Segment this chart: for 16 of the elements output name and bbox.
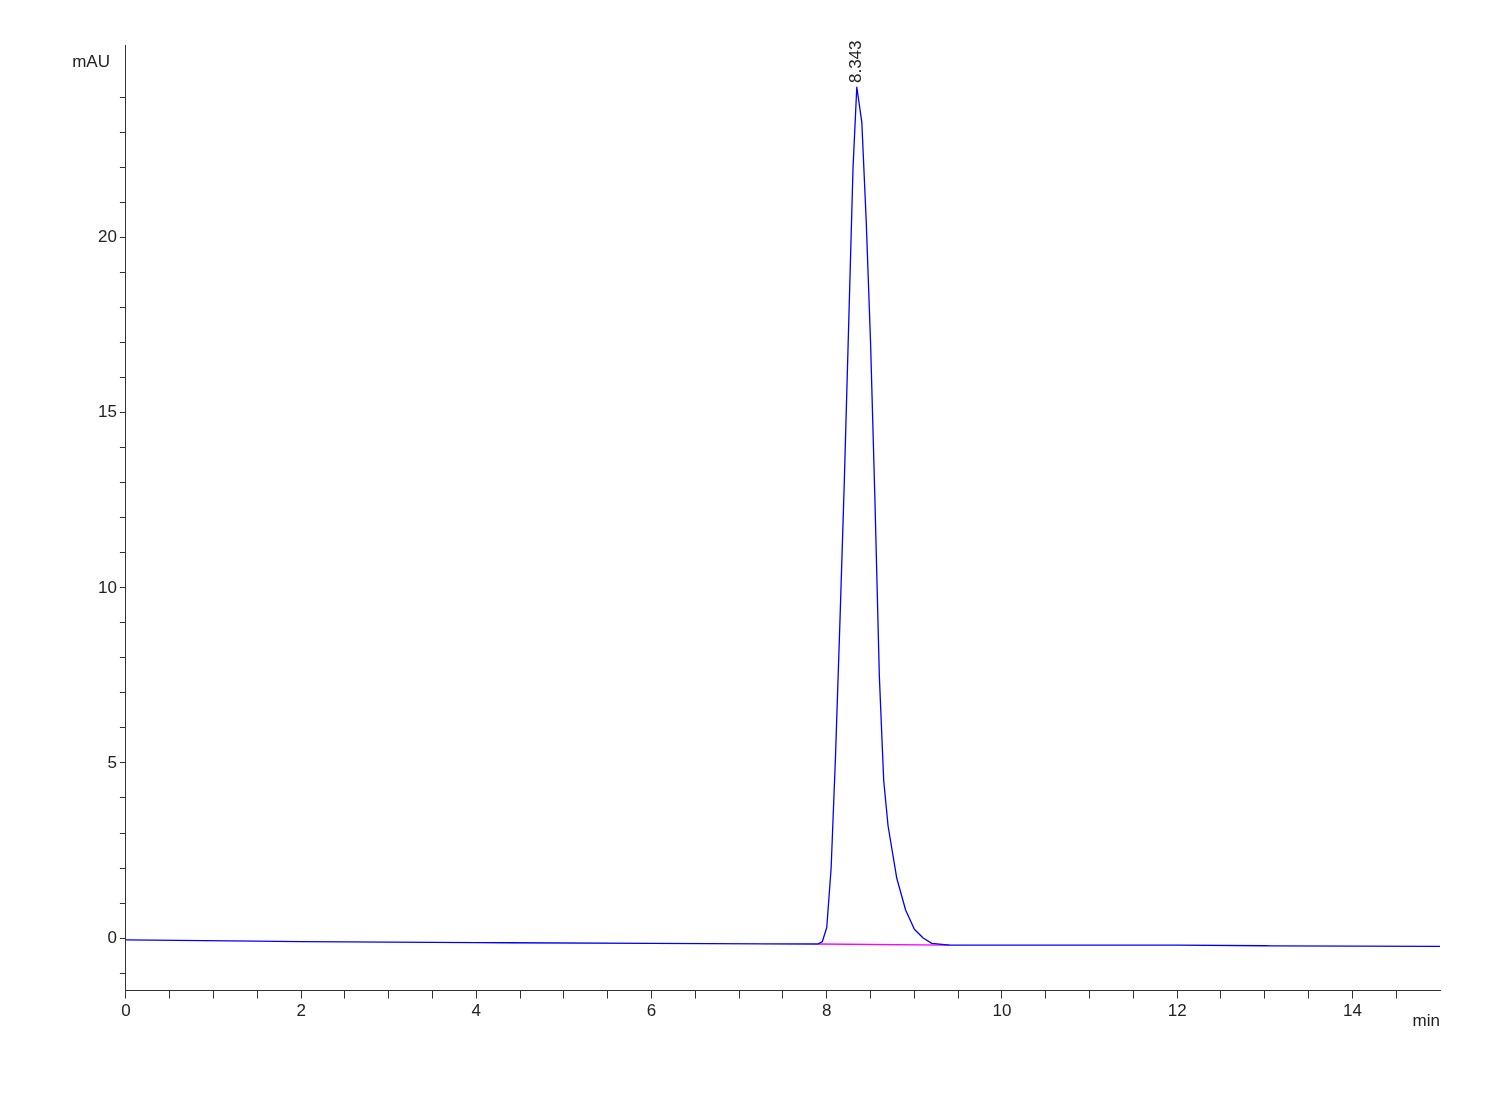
x-tick-label: 6 — [646, 1001, 657, 1021]
y-axis-title: mAU — [72, 52, 110, 72]
x-tick-label: 4 — [471, 1001, 482, 1021]
x-tick-label: 10 — [992, 1001, 1012, 1021]
x-tick-label: 8 — [822, 1001, 832, 1021]
y-tick-label: 0 — [107, 927, 117, 947]
x-tick-label: 12 — [1167, 1001, 1187, 1021]
y-tick-label: 5 — [107, 752, 117, 772]
y-tick-label: 20 — [97, 227, 117, 247]
x-tick-label: 14 — [1342, 1001, 1362, 1021]
x-tick-label: 2 — [296, 1001, 306, 1021]
y-tick-label: 15 — [97, 402, 117, 422]
y-tick-label: 10 — [97, 577, 117, 597]
x-tick-label: 0 — [121, 1001, 131, 1021]
x-axis-title: min — [1412, 1010, 1440, 1030]
annotation: 8.343 — [846, 40, 866, 84]
